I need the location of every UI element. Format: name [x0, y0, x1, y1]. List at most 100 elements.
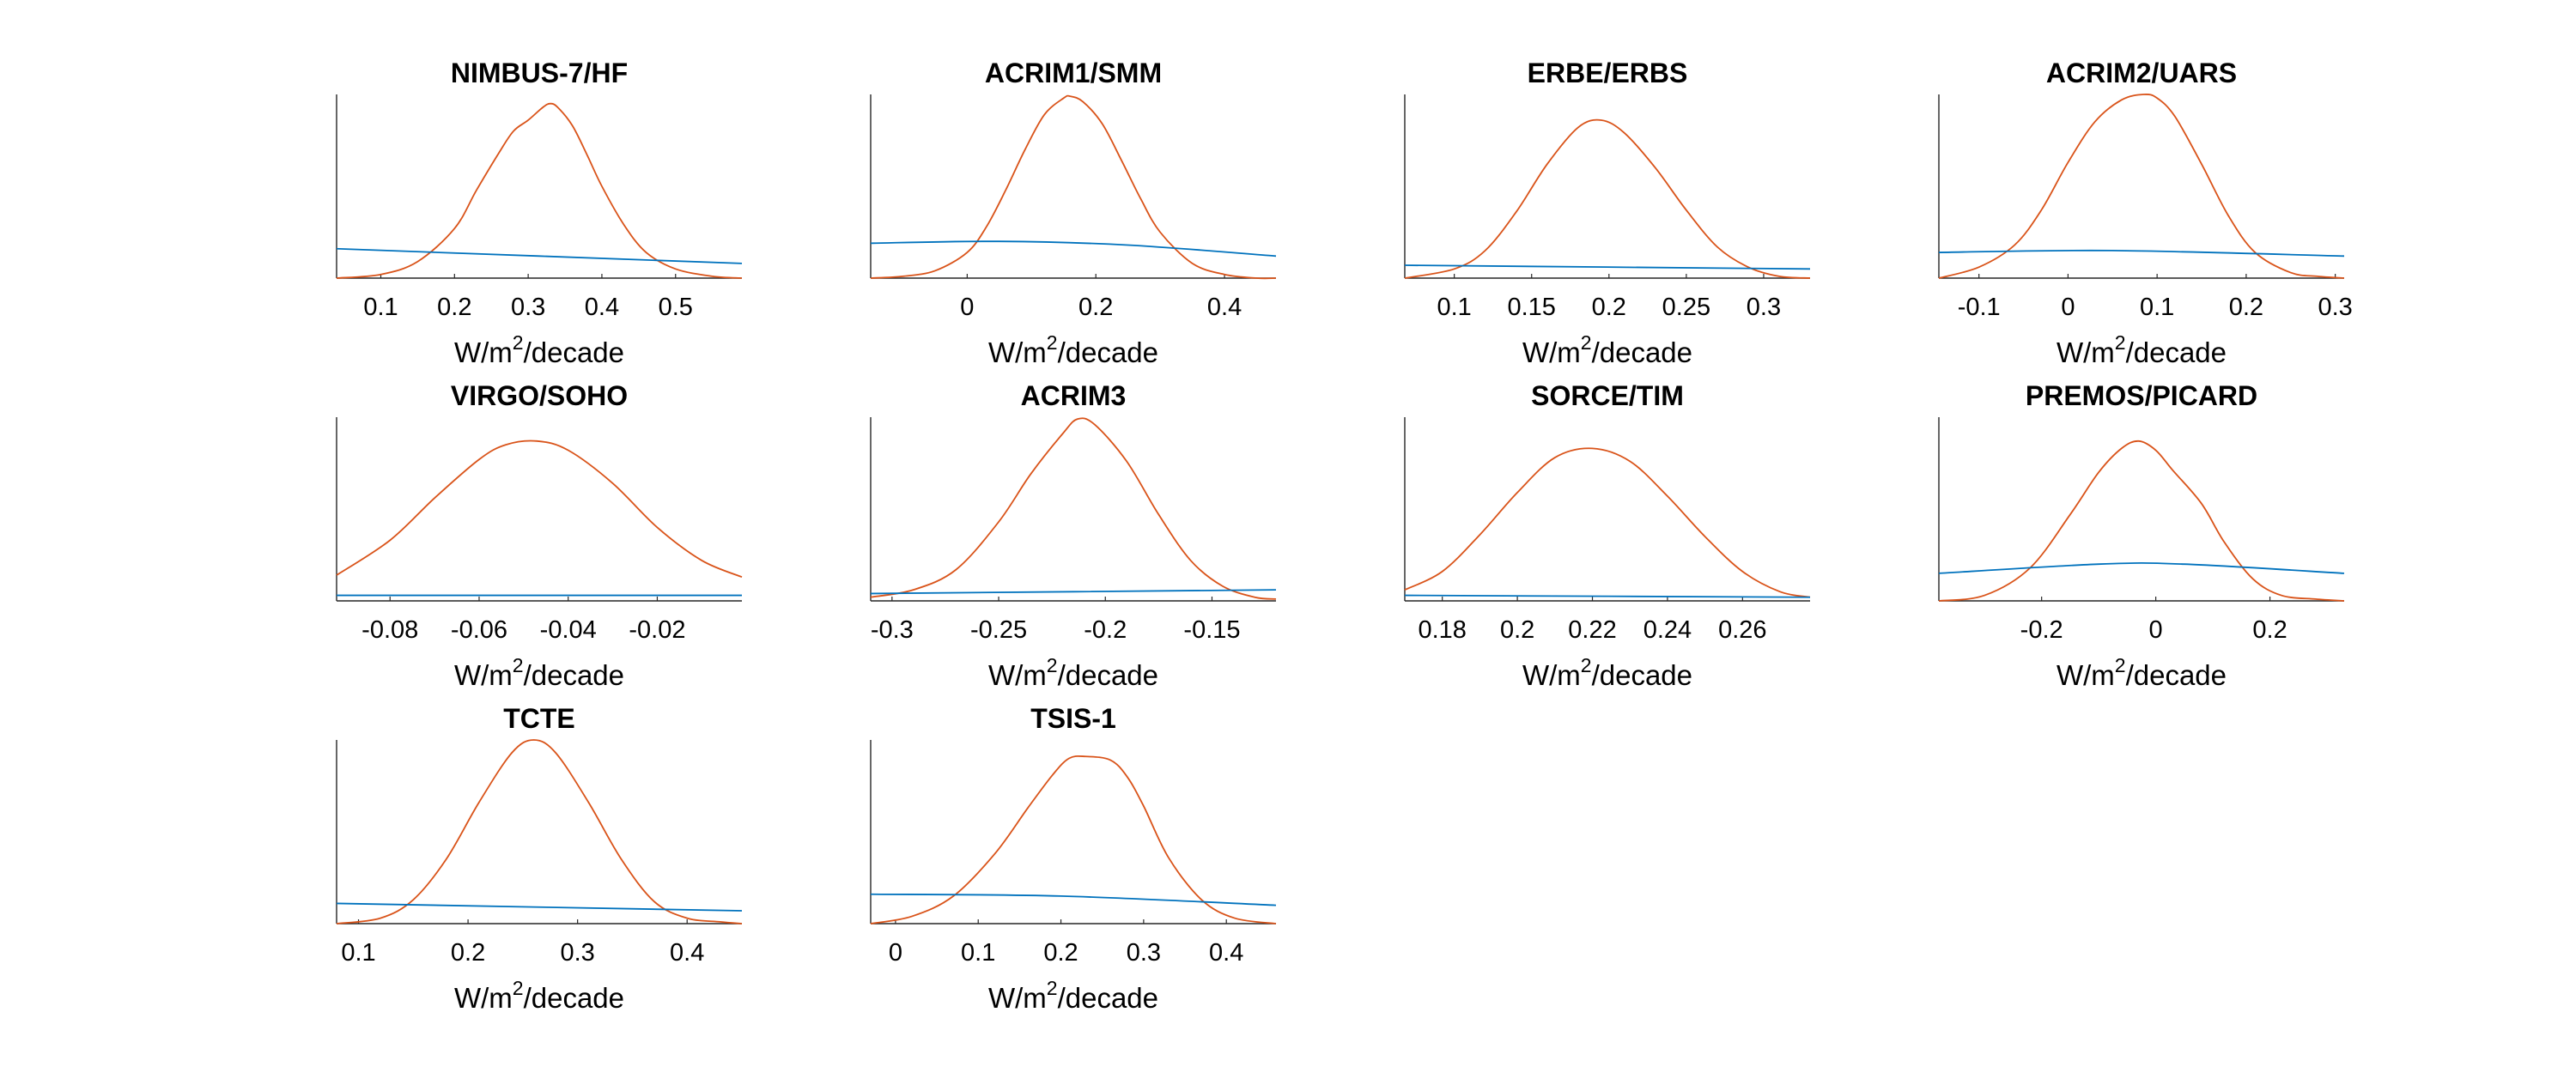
posterior-curve	[870, 417, 1277, 600]
x-axis-label: W/m2/decade	[454, 977, 624, 1014]
x-tick-label: -0.2	[2020, 616, 2063, 644]
x-tick-label: 0.25	[1662, 294, 1710, 321]
panel-1: NIMBUS-7/HF 0.1 0.2 0.3 0.4 0.5 W/m2/decade	[336, 58, 743, 368]
x-axis-label-per: /decade	[1058, 982, 1158, 1014]
posterior-curve	[1404, 118, 1811, 279]
x-axis-label-unit: W/m	[2057, 336, 2115, 368]
panel-3: ERBE/ERBS 0.1 0.15 0.2 0.25 0.3 W/m2/decade	[1404, 58, 1811, 368]
x-axis-label-exponent: 2	[2115, 331, 2126, 354]
x-tick-label: -0.02	[629, 616, 685, 644]
x-tick-label: 0.2	[1078, 294, 1113, 321]
x-axis-label-per: /decade	[2126, 336, 2227, 368]
x-axis-label-per: /decade	[524, 659, 624, 691]
panel-title: ACRIM3	[1021, 380, 1127, 411]
posterior-curve	[1404, 447, 1811, 598]
x-tick-label: 0.4	[670, 939, 704, 967]
x-tick-label: 0	[2061, 294, 2075, 321]
x-tick-label: 0	[2149, 616, 2163, 644]
x-tick-label: 0.2	[2252, 616, 2287, 644]
x-tick-label: 0.1	[341, 939, 375, 967]
x-tick-label: 0.3	[1127, 939, 1161, 967]
x-axis-label-per: /decade	[2126, 659, 2227, 691]
posterior-curve	[870, 94, 1277, 280]
panel-title: TCTE	[503, 703, 575, 734]
x-axis-label-unit: W/m	[988, 659, 1047, 691]
x-tick-label: 0.24	[1643, 616, 1692, 644]
x-tick-label: 0.2	[437, 294, 471, 321]
prior-curve	[336, 902, 743, 912]
posterior-curve	[336, 102, 743, 279]
x-axis-label: W/m2/decade	[454, 331, 624, 368]
x-tick-label: 0.4	[1209, 939, 1243, 967]
x-axis-label: W/m2/decade	[1522, 331, 1692, 368]
x-axis-label-exponent: 2	[513, 654, 524, 676]
x-tick-label: 0.2	[1500, 616, 1534, 644]
prior-curve	[870, 893, 1277, 906]
panel-7: SORCE/TIM 0.18 0.2 0.22 0.24 0.26 W/m2/decade	[1404, 380, 1811, 691]
x-tick-label: 0.4	[1207, 294, 1242, 321]
x-tick-label: 0	[960, 294, 974, 321]
panel-8: PREMOS/PICARD -0.2 0 0.2 W/m2/decade	[1938, 380, 2345, 691]
x-axis-label-exponent: 2	[1047, 331, 1058, 354]
x-tick-label: 0.3	[1747, 294, 1781, 321]
panel-9: TCTE 0.1 0.2 0.3 0.4 W/m2/decade	[336, 703, 743, 1014]
x-tick-label: -0.15	[1183, 616, 1240, 644]
panel-title: PREMOS/PICARD	[2026, 380, 2257, 411]
prior-curve	[870, 589, 1277, 595]
x-axis-label: W/m2/decade	[2057, 654, 2227, 691]
x-tick-label: -0.3	[871, 616, 914, 644]
x-axis-label-unit: W/m	[454, 336, 513, 368]
x-tick-label: 0.15	[1507, 294, 1555, 321]
posterior-curve	[870, 755, 1277, 924]
x-tick-label: -0.04	[540, 616, 597, 644]
x-axis-label-per: /decade	[1058, 336, 1158, 368]
panel-10: TSIS-1 0 0.1 0.2 0.3 0.4 W/m2/decade	[870, 703, 1277, 1014]
x-axis-label-exponent: 2	[1047, 654, 1058, 676]
posterior-curve	[1938, 94, 2345, 279]
x-tick-label: 0	[889, 939, 902, 967]
x-tick-label: 0.26	[1718, 616, 1766, 644]
prior-curve	[870, 240, 1277, 258]
panel-title: NIMBUS-7/HF	[451, 58, 628, 88]
x-tick-label: -0.08	[361, 616, 418, 644]
x-axis-label-exponent: 2	[1047, 977, 1058, 999]
x-axis-label-per: /decade	[1592, 659, 1692, 691]
x-axis-label-unit: W/m	[454, 982, 513, 1014]
x-axis-label: W/m2/decade	[988, 331, 1158, 368]
x-tick-label: 0.2	[1043, 939, 1078, 967]
panel-title: SORCE/TIM	[1531, 380, 1684, 411]
panel-2: ACRIM1/SMM 0 0.2 0.4 W/m2/decade	[870, 58, 1277, 368]
x-tick-label: 0.1	[961, 939, 995, 967]
panel-title: ACRIM1/SMM	[985, 58, 1162, 88]
x-axis-label-unit: W/m	[1522, 336, 1581, 368]
panel-title: VIRGO/SOHO	[451, 380, 628, 411]
posterior-curve	[336, 440, 743, 579]
x-axis-label-exponent: 2	[2115, 654, 2126, 676]
x-axis-label-per: /decade	[524, 336, 624, 368]
x-tick-label: -0.1	[1958, 294, 2001, 321]
x-tick-label: 0.1	[363, 294, 398, 321]
x-axis-label-unit: W/m	[2057, 659, 2115, 691]
x-tick-label: 0.2	[2229, 294, 2263, 321]
x-axis-label: W/m2/decade	[1522, 654, 1692, 691]
x-tick-label: 0.3	[511, 294, 545, 321]
x-tick-label: 0.2	[451, 939, 485, 967]
x-axis-label: W/m2/decade	[988, 654, 1158, 691]
x-axis-label-per: /decade	[524, 982, 624, 1014]
x-axis-label-unit: W/m	[454, 659, 513, 691]
prior-curve	[1404, 594, 1811, 598]
panel-title: ERBE/ERBS	[1528, 58, 1688, 88]
x-tick-label: 0.3	[2318, 294, 2352, 321]
prior-curve	[1404, 264, 1811, 270]
prior-curve	[1938, 561, 2345, 574]
x-tick-label: 0.18	[1418, 616, 1466, 644]
x-axis-label: W/m2/decade	[454, 654, 624, 691]
x-axis-label-exponent: 2	[513, 331, 524, 354]
x-tick-label: -0.25	[970, 616, 1027, 644]
x-axis-label-unit: W/m	[1522, 659, 1581, 691]
x-tick-label: 0.1	[1437, 294, 1471, 321]
panel-6: ACRIM3 -0.3 -0.25 -0.2 -0.15 W/m2/decade	[870, 380, 1277, 691]
posterior-curve	[336, 739, 743, 924]
x-axis-label-exponent: 2	[1581, 654, 1592, 676]
